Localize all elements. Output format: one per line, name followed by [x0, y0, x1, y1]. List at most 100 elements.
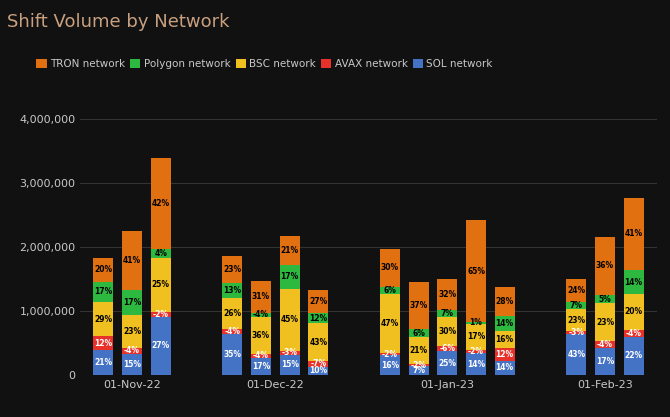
- Text: 7%: 7%: [412, 366, 425, 375]
- Bar: [151, 158, 171, 249]
- Text: -4%: -4%: [597, 340, 613, 349]
- Bar: [222, 256, 243, 283]
- Text: 31%: 31%: [252, 292, 270, 301]
- Bar: [409, 329, 429, 337]
- Bar: [308, 367, 328, 375]
- Bar: [595, 347, 615, 375]
- Bar: [308, 290, 328, 313]
- Text: -7%: -7%: [310, 359, 326, 368]
- Text: -2%: -2%: [468, 347, 484, 356]
- Text: 21%: 21%: [409, 346, 427, 355]
- Text: -2%: -2%: [411, 361, 427, 369]
- Bar: [122, 231, 142, 290]
- Text: 37%: 37%: [409, 301, 427, 310]
- Text: 6%: 6%: [412, 329, 425, 337]
- Text: 5%: 5%: [598, 295, 611, 304]
- Bar: [251, 354, 271, 358]
- Bar: [122, 290, 142, 315]
- Bar: [494, 348, 515, 361]
- Text: 13%: 13%: [223, 286, 241, 295]
- Text: 65%: 65%: [467, 266, 485, 276]
- Text: 41%: 41%: [123, 256, 141, 265]
- Text: 12%: 12%: [94, 339, 113, 348]
- Bar: [222, 329, 243, 334]
- Text: 27%: 27%: [310, 297, 328, 306]
- Bar: [380, 294, 400, 353]
- Bar: [595, 304, 615, 341]
- Text: 15%: 15%: [123, 360, 141, 369]
- Text: 45%: 45%: [281, 315, 299, 324]
- Text: -4%: -4%: [253, 310, 269, 319]
- Bar: [494, 361, 515, 375]
- Bar: [466, 322, 486, 324]
- Bar: [380, 355, 400, 375]
- Text: -4%: -4%: [626, 329, 642, 337]
- Text: 35%: 35%: [223, 350, 241, 359]
- Bar: [409, 282, 429, 329]
- Text: -4%: -4%: [224, 327, 241, 336]
- Text: 41%: 41%: [624, 229, 643, 238]
- Text: 17%: 17%: [123, 298, 141, 307]
- Text: 36%: 36%: [596, 261, 614, 271]
- Text: 42%: 42%: [151, 199, 170, 208]
- Bar: [466, 350, 486, 353]
- Text: -4%: -4%: [253, 352, 269, 360]
- Text: 25%: 25%: [438, 359, 456, 368]
- Bar: [93, 258, 113, 282]
- Bar: [466, 353, 486, 375]
- Bar: [494, 316, 515, 331]
- Text: 14%: 14%: [624, 277, 643, 286]
- Bar: [566, 279, 586, 302]
- Bar: [279, 354, 299, 375]
- Text: 28%: 28%: [496, 297, 514, 306]
- Bar: [308, 361, 328, 367]
- Bar: [251, 281, 271, 313]
- Bar: [466, 220, 486, 322]
- Bar: [93, 350, 113, 375]
- Text: 32%: 32%: [438, 290, 456, 299]
- Text: 43%: 43%: [567, 350, 586, 359]
- Bar: [93, 336, 113, 350]
- Bar: [151, 258, 171, 312]
- Bar: [222, 283, 243, 298]
- Bar: [566, 302, 586, 309]
- Text: 27%: 27%: [151, 342, 170, 350]
- Bar: [151, 249, 171, 258]
- Text: 20%: 20%: [94, 265, 113, 274]
- Text: -2%: -2%: [153, 310, 169, 319]
- Bar: [566, 334, 586, 375]
- Text: 14%: 14%: [496, 319, 514, 328]
- Bar: [595, 236, 615, 295]
- Text: 43%: 43%: [310, 337, 328, 347]
- Text: 26%: 26%: [223, 309, 241, 318]
- Text: Shift Volume by Network: Shift Volume by Network: [7, 13, 229, 30]
- Bar: [409, 367, 429, 375]
- Text: 16%: 16%: [496, 335, 514, 344]
- Bar: [438, 310, 458, 317]
- Bar: [308, 324, 328, 361]
- Bar: [494, 286, 515, 316]
- Text: -2%: -2%: [382, 349, 398, 359]
- Bar: [438, 346, 458, 351]
- Text: 30%: 30%: [438, 327, 456, 336]
- Bar: [409, 337, 429, 364]
- Text: 1%: 1%: [470, 318, 482, 327]
- Bar: [380, 249, 400, 286]
- Bar: [624, 329, 644, 337]
- Text: 10%: 10%: [310, 367, 328, 375]
- Bar: [438, 351, 458, 375]
- Bar: [624, 294, 644, 329]
- Bar: [438, 279, 458, 310]
- Bar: [624, 198, 644, 270]
- Bar: [122, 348, 142, 354]
- Text: 6%: 6%: [383, 286, 397, 295]
- Bar: [151, 312, 171, 317]
- Text: 7%: 7%: [441, 309, 454, 318]
- Bar: [251, 317, 271, 354]
- Text: 24%: 24%: [567, 286, 586, 295]
- Text: 17%: 17%: [94, 287, 113, 296]
- Text: 21%: 21%: [281, 246, 299, 255]
- Text: 4%: 4%: [154, 249, 167, 258]
- Text: 15%: 15%: [281, 360, 299, 369]
- Bar: [279, 236, 299, 265]
